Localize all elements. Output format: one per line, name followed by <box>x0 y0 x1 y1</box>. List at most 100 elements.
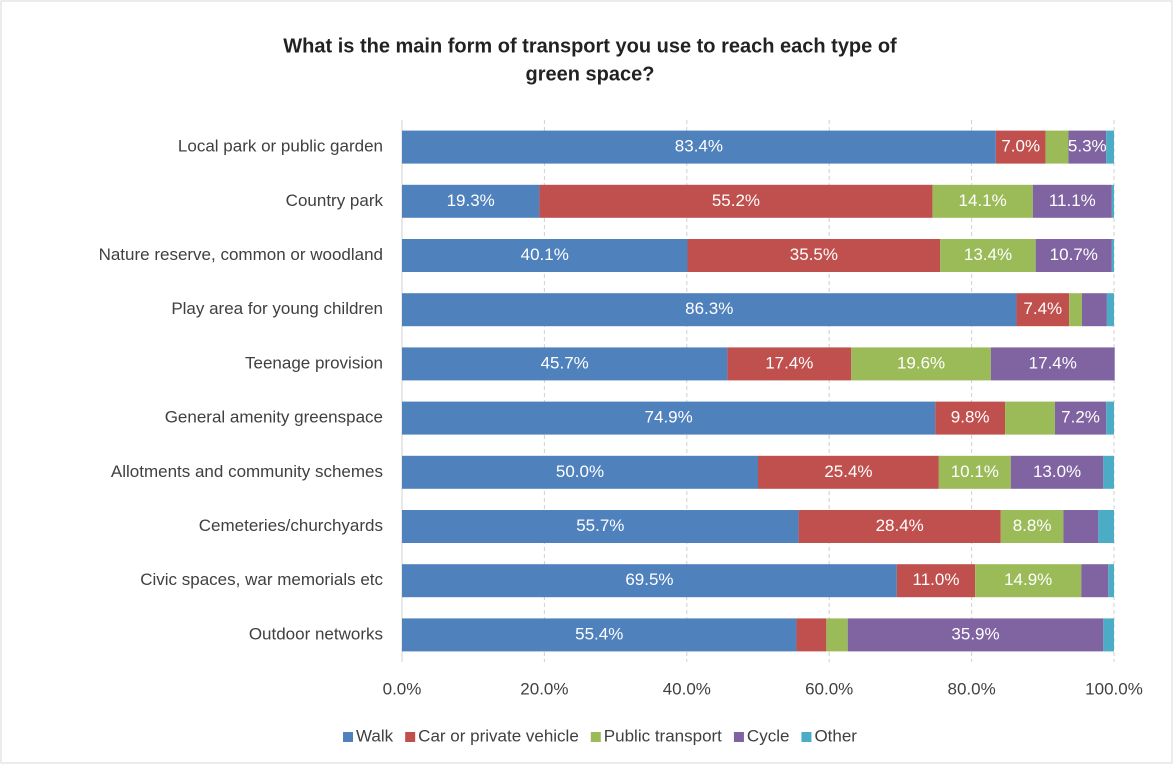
bar-segment <box>1098 510 1114 543</box>
y-tick-label: Outdoor networks <box>249 624 383 643</box>
legend-label: Other <box>814 726 857 745</box>
bar-segment <box>539 184 933 218</box>
bar-segment <box>1010 455 1104 489</box>
data-label: 17.4% <box>1029 353 1077 372</box>
x-tick-label: 0.0% <box>383 679 422 698</box>
bar-segment <box>1069 293 1082 327</box>
bar-segment <box>402 239 688 272</box>
data-label: 11.0% <box>913 570 960 589</box>
bar-segment <box>1045 130 1069 164</box>
data-label: 14.1% <box>959 191 1007 210</box>
bar-segment <box>1016 293 1070 327</box>
y-tick-label: Civic spaces, war memorials etc <box>140 570 383 589</box>
bar-segment <box>1103 455 1114 489</box>
x-tick-label: 100.0% <box>1085 679 1143 698</box>
bar-segment <box>727 347 852 381</box>
bar-segment <box>935 401 1006 435</box>
bar-segment <box>796 618 827 652</box>
bar-segment <box>1005 401 1055 435</box>
y-tick-label: Allotments and community schemes <box>111 462 383 481</box>
x-tick-label: 20.0% <box>520 679 568 698</box>
bar-segment <box>758 455 939 489</box>
legend-label: Walk <box>356 726 394 745</box>
data-label: 83.4% <box>675 137 723 156</box>
data-label: 28.4% <box>876 516 924 535</box>
bar-segment <box>1108 564 1114 598</box>
data-label: 13.0% <box>1033 462 1081 481</box>
data-label: 10.7% <box>1050 245 1098 264</box>
bar-segment <box>1032 184 1112 218</box>
data-label: 55.4% <box>575 624 623 643</box>
bar-segment <box>940 239 1036 272</box>
bar-segment <box>990 347 1115 381</box>
data-label: 25.4% <box>824 462 872 481</box>
x-tick-label: 80.0% <box>947 679 995 698</box>
bar-segment <box>402 618 797 652</box>
y-tick-label: Teenage provision <box>245 353 383 372</box>
y-tick-label: General amenity greenspace <box>165 408 383 427</box>
legend-swatch <box>590 732 601 742</box>
y-tick-label: Play area for young children <box>171 299 383 318</box>
data-label: 55.2% <box>712 191 760 210</box>
data-label: 13.4% <box>964 245 1012 264</box>
data-label: 74.9% <box>645 408 693 427</box>
legend-swatch <box>733 732 744 742</box>
bar-segment <box>402 564 897 598</box>
bar-segment <box>938 455 1011 489</box>
bar-segment <box>1081 293 1107 327</box>
bar-segment <box>402 293 1017 327</box>
data-label: 10.1% <box>951 462 999 481</box>
bar-segment <box>402 347 728 381</box>
bar-segment <box>402 401 936 435</box>
bar-segment <box>1068 130 1107 164</box>
data-label: 11.1% <box>1049 191 1096 210</box>
bar-segment <box>1000 510 1064 543</box>
data-label: 40.1% <box>521 245 569 264</box>
data-label: 7.4% <box>1023 299 1062 318</box>
data-label: 69.5% <box>625 570 673 589</box>
bar-segment <box>1111 184 1114 218</box>
data-label: 19.6% <box>897 353 945 372</box>
bar-segment <box>896 564 976 598</box>
legend-label: Car or private vehicle <box>418 726 579 745</box>
bar-segment <box>402 184 540 218</box>
bar-segment <box>402 130 996 164</box>
data-label: 7.0% <box>1001 137 1040 156</box>
data-label: 17.4% <box>765 353 813 372</box>
bar-segment <box>402 510 799 543</box>
data-label: 9.8% <box>951 408 990 427</box>
bar-segment <box>851 347 991 381</box>
data-label: 45.7% <box>541 353 589 372</box>
bar-segment <box>826 618 848 652</box>
y-tick-label: Country park <box>286 191 384 210</box>
data-label: 50.0% <box>556 462 604 481</box>
bar-segment <box>1063 510 1099 543</box>
legend-label: Cycle <box>747 726 790 745</box>
x-tick-label: 40.0% <box>663 679 711 698</box>
legend-swatch <box>405 732 416 742</box>
x-tick-label: 60.0% <box>805 679 853 698</box>
bar-segment <box>687 239 941 272</box>
legend-swatch <box>343 732 354 742</box>
bar-segment <box>1035 239 1112 272</box>
chart-title-line2: green space? <box>526 63 655 85</box>
data-label: 55.7% <box>576 516 624 535</box>
data-label: 5.3% <box>1068 137 1107 156</box>
bar-segment <box>1106 401 1114 435</box>
bar-segment <box>995 130 1046 164</box>
bar-segment <box>847 618 1104 652</box>
bar-segment <box>932 184 1033 218</box>
bar-segment <box>798 510 1001 543</box>
y-tick-label: Nature reserve, common or woodland <box>99 245 383 264</box>
data-label: 86.3% <box>685 299 733 318</box>
bar-segment <box>975 564 1082 598</box>
y-tick-label: Local park or public garden <box>178 137 383 156</box>
legend-label: Public transport <box>604 726 722 745</box>
data-label: 35.9% <box>951 624 999 643</box>
bar-segment <box>1054 401 1107 435</box>
data-label: 35.5% <box>790 245 838 264</box>
data-label: 14.9% <box>1004 570 1052 589</box>
data-label: 8.8% <box>1013 516 1052 535</box>
bar-segment <box>1106 293 1114 327</box>
